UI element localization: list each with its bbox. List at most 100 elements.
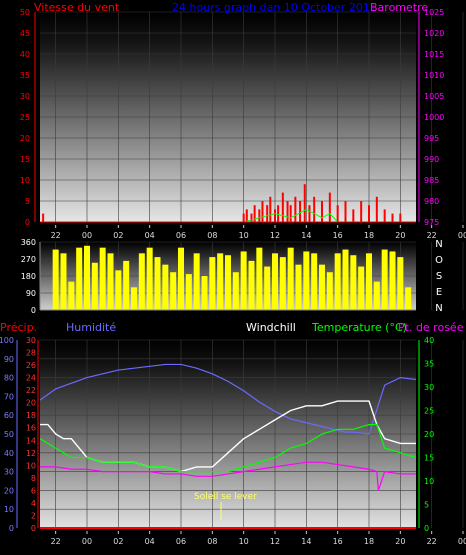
- wind-tick-label: 50: [20, 8, 30, 17]
- direction-bar: [303, 251, 310, 310]
- temperature-tick-label: 20: [424, 430, 434, 439]
- wind-tick-label: 35: [20, 71, 30, 80]
- x-tick-label: 00: [82, 231, 92, 240]
- wind-bar: [352, 209, 355, 222]
- wind-bar: [328, 192, 331, 222]
- x-tick-label: 10: [239, 231, 249, 240]
- barometer-tick-label: 1010: [424, 71, 444, 80]
- humidity-line: [39, 363, 417, 435]
- barometer-tick-label: 1005: [424, 92, 444, 101]
- precip-tick-label: 24: [26, 374, 36, 383]
- direction-bar: [358, 266, 365, 310]
- direction-bar: [138, 253, 145, 310]
- barometer-tick-label: 980: [424, 197, 439, 206]
- x-tick-label: 12: [270, 231, 280, 240]
- direction-bar: [373, 281, 380, 310]
- wind-bar: [344, 201, 347, 222]
- wind-tick-label: 10: [20, 176, 30, 185]
- wind-bar: [294, 196, 297, 222]
- direction-bar: [68, 281, 75, 310]
- wind-bar: [383, 209, 386, 222]
- x-tick-label: 22: [51, 537, 61, 546]
- precip-tick-label: 8: [31, 474, 36, 483]
- precip-tick-label: 18: [26, 411, 36, 420]
- dewpoint-label: Pt. de rosée: [398, 321, 464, 334]
- precip-tick-label: 4: [31, 499, 36, 508]
- precip-tick-label: 2: [31, 511, 36, 520]
- wind-bar: [336, 205, 339, 222]
- wind-bar: [368, 205, 370, 222]
- dewpoint-line: [40, 461, 416, 491]
- direction-bar: [279, 257, 286, 310]
- temperature-tick-label: 5: [424, 501, 429, 510]
- direction-tick-label: 90: [26, 289, 36, 298]
- x-tick-label: 18: [364, 231, 374, 240]
- direction-bar: [146, 247, 153, 310]
- humidity-tick-label: 60: [4, 411, 14, 420]
- wind-bar: [286, 201, 289, 222]
- wind-tick-label: 20: [20, 134, 30, 143]
- precip-tick-label: 22: [26, 386, 36, 395]
- x-tick-label: 12: [270, 537, 280, 546]
- compass-label: S: [436, 271, 442, 282]
- temperature-tick-label: 25: [424, 407, 434, 416]
- sunrise-annotation: Soleil se lever: [194, 492, 257, 502]
- x-tick-label: 08: [207, 231, 217, 240]
- precip-tick-label: 16: [26, 424, 36, 433]
- direction-bar: [334, 253, 341, 310]
- wind-bar: [299, 201, 302, 222]
- temp-humidity-chart: 0102030405060708090100024681012141618202…: [0, 321, 466, 546]
- compass-label: N: [435, 239, 442, 250]
- wind-tick-label: 25: [20, 113, 30, 122]
- direction-bar: [123, 260, 130, 310]
- compass-label: N: [435, 303, 442, 314]
- wind-bar: [391, 213, 394, 222]
- x-tick-label: 04: [145, 537, 155, 546]
- direction-bar: [287, 247, 294, 310]
- wind-bar: [281, 192, 284, 222]
- x-tick-label: 06: [176, 537, 186, 546]
- humidity-tick-label: 10: [4, 505, 14, 514]
- humidity-tick-label: 50: [4, 430, 14, 439]
- direction-tick-label: 270: [21, 255, 36, 264]
- x-tick-label: 18: [364, 537, 374, 546]
- direction-bar: [225, 255, 231, 310]
- wind-tick-label: 15: [20, 155, 30, 164]
- precip-tick-label: 26: [26, 361, 36, 370]
- direction-bar: [217, 253, 224, 310]
- wind-bar: [308, 205, 311, 222]
- barometer-tick-label: 1015: [424, 50, 444, 59]
- direction-bar: [201, 276, 208, 310]
- wind-tick-label: 30: [20, 92, 30, 101]
- precip-tick-label: 28: [26, 349, 36, 358]
- wind-tick-label: 40: [20, 50, 30, 59]
- temperature-tick-label: 0: [424, 524, 429, 533]
- wind-bar: [274, 209, 276, 222]
- barometer-tick-label: 990: [424, 155, 439, 164]
- chart-title: 24 hours graph dan 10 October 2011: [172, 1, 377, 14]
- humidity-tick-label: 20: [4, 486, 14, 495]
- grid-3: [40, 339, 464, 529]
- humidity-tick-label: 90: [4, 355, 14, 364]
- wind-tick-label: 45: [20, 29, 30, 38]
- precip-tick-label: 14: [26, 436, 36, 445]
- wind-bar: [253, 205, 256, 222]
- x-tick-label: 14: [301, 537, 311, 546]
- precip-tick-label: 12: [26, 449, 36, 458]
- direction-bar: [131, 287, 137, 310]
- compass-label: O: [435, 255, 443, 266]
- precip-tick-label: 6: [31, 486, 36, 495]
- temperature-tick-label: 30: [424, 383, 434, 392]
- wind-bar: [360, 201, 363, 222]
- x-tick-label: 02: [113, 231, 123, 240]
- direction-tick-label: 180: [21, 272, 36, 281]
- x-tick-label: 10: [239, 537, 249, 546]
- humidity-tick-label: 70: [4, 392, 14, 401]
- direction-bar: [52, 249, 59, 310]
- barometer-tick-label: 985: [424, 176, 439, 185]
- direction-bar: [342, 249, 349, 310]
- x-tick-label: 06: [176, 231, 186, 240]
